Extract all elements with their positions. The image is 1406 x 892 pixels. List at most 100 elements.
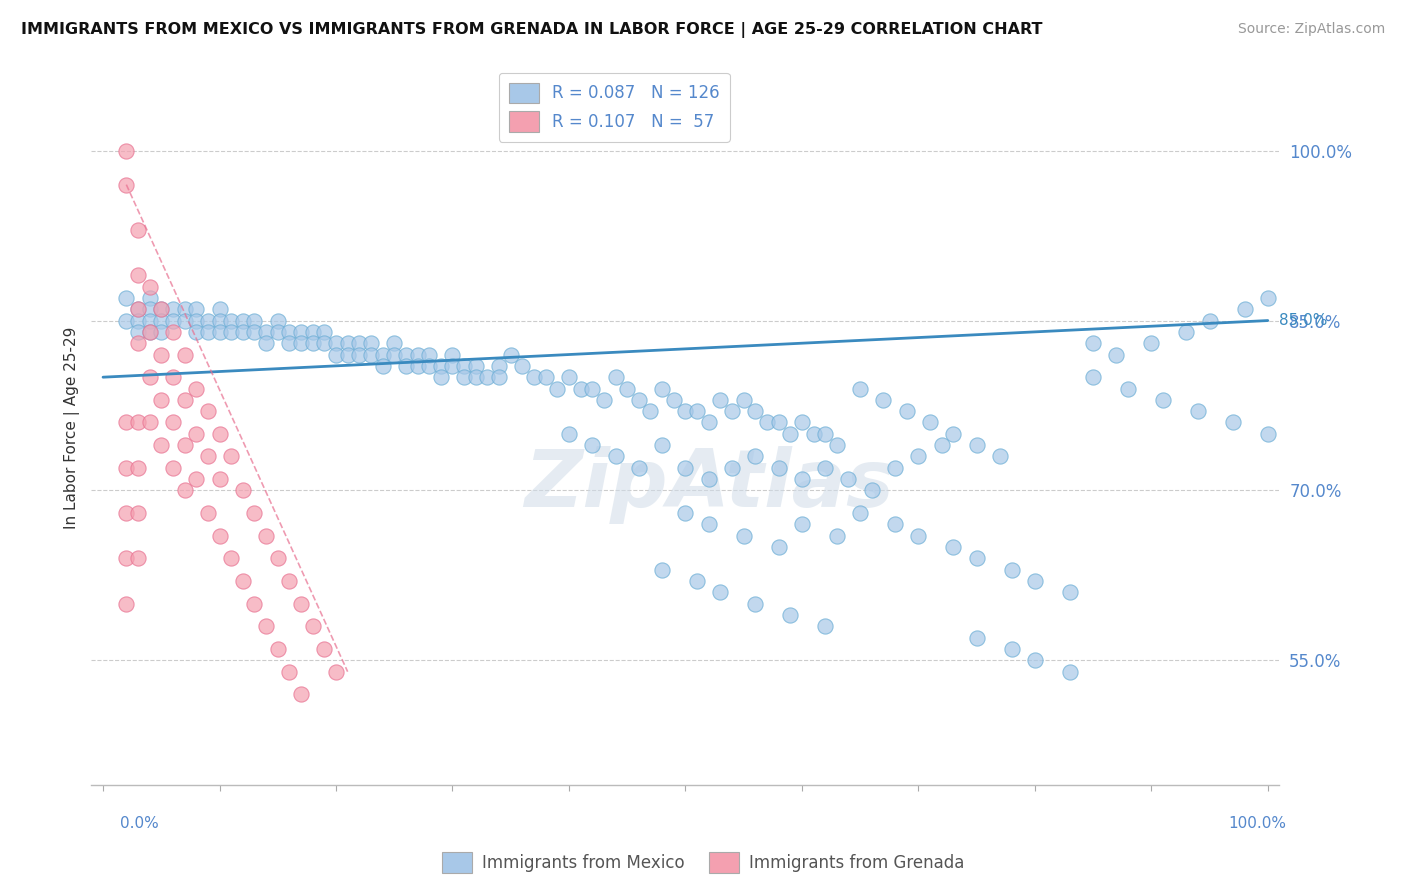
Point [349,336,371,351]
Point [138,416,160,430]
Point [418,347,440,361]
Point [325,665,347,679]
Point [301,325,323,339]
Point [733,529,755,543]
Point [558,370,581,384]
Point [768,416,790,430]
Point [1081,336,1104,351]
Point [186,426,208,441]
Point [290,597,312,611]
Legend: R = 0.087   N = 126, R = 0.107   N =  57: R = 0.087 N = 126, R = 0.107 N = 57 [499,72,730,142]
Point [127,302,149,317]
Point [162,370,184,384]
Point [1059,665,1081,679]
Point [605,370,627,384]
Point [1081,370,1104,384]
Point [254,619,277,633]
Point [605,450,627,464]
Point [673,460,696,475]
Point [464,359,486,373]
Point [814,619,837,633]
Point [593,392,616,407]
Point [173,392,195,407]
Point [197,404,219,418]
Point [162,416,184,430]
Point [197,450,219,464]
Point [779,608,801,623]
Point [697,517,720,532]
Point [627,392,650,407]
Point [662,392,685,407]
Point [254,336,277,351]
Point [1233,302,1256,317]
Point [278,574,301,588]
Point [349,347,371,361]
Point [127,313,149,327]
Point [768,460,790,475]
Point [453,359,475,373]
Point [138,313,160,327]
Point [673,404,696,418]
Point [884,460,907,475]
Point [173,347,195,361]
Point [208,313,231,327]
Point [395,359,418,373]
Point [627,460,650,475]
Point [673,506,696,520]
Point [267,313,290,327]
Point [127,336,149,351]
Point [709,392,731,407]
Point [173,313,195,327]
Point [464,370,486,384]
Point [186,302,208,317]
Point [314,336,336,351]
Point [1000,642,1022,657]
Point [733,392,755,407]
Point [314,325,336,339]
Text: Source: ZipAtlas.com: Source: ZipAtlas.com [1237,22,1385,37]
Point [686,574,709,588]
Point [186,325,208,339]
Point [115,506,138,520]
Point [382,336,405,351]
Point [744,450,766,464]
Point [301,619,323,633]
Point [697,416,720,430]
Point [208,325,231,339]
Point [1105,347,1128,361]
Text: IMMIGRANTS FROM MEXICO VS IMMIGRANTS FROM GRENADA IN LABOR FORCE | AGE 25-29 COR: IMMIGRANTS FROM MEXICO VS IMMIGRANTS FRO… [21,22,1043,38]
Point [243,313,266,327]
Point [918,416,941,430]
Point [162,325,184,339]
Point [127,551,149,566]
Point [243,325,266,339]
Point [138,302,160,317]
Point [534,370,557,384]
Point [186,313,208,327]
Point [779,426,801,441]
Point [942,540,965,554]
Point [278,325,301,339]
Point [360,347,382,361]
Point [150,302,173,317]
Point [499,347,522,361]
Point [173,438,195,452]
Point [360,336,382,351]
Point [790,416,813,430]
Point [115,416,138,430]
Point [1222,416,1244,430]
Point [115,144,138,158]
Point [314,642,336,657]
Point [162,313,184,327]
Point [755,416,778,430]
Point [290,336,312,351]
Point [1175,325,1198,339]
Point [686,404,709,418]
Point [162,460,184,475]
Point [138,370,160,384]
Point [336,336,359,351]
Point [150,392,173,407]
Point [219,325,242,339]
Point [197,506,219,520]
Point [907,450,929,464]
